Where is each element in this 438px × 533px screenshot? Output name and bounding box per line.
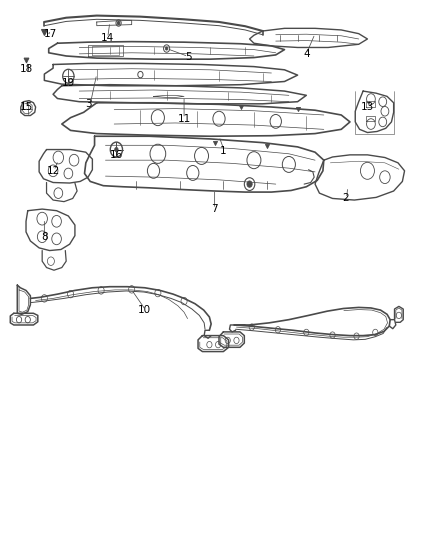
Text: 4: 4	[303, 49, 310, 59]
Text: 12: 12	[46, 166, 60, 176]
Text: 13: 13	[361, 102, 374, 112]
Text: 17: 17	[44, 29, 57, 39]
Text: 7: 7	[211, 204, 218, 214]
Circle shape	[165, 47, 168, 50]
Text: 15: 15	[19, 102, 33, 112]
Text: 19: 19	[62, 78, 75, 88]
Text: 1: 1	[220, 146, 227, 156]
Circle shape	[247, 181, 252, 187]
Text: 11: 11	[177, 114, 191, 124]
Circle shape	[117, 21, 120, 25]
Text: 18: 18	[19, 64, 33, 74]
Circle shape	[115, 148, 118, 152]
Text: 5: 5	[185, 52, 192, 61]
Text: 3: 3	[85, 99, 92, 109]
Text: 14: 14	[101, 33, 114, 43]
Text: 10: 10	[138, 305, 152, 315]
Text: 8: 8	[41, 232, 48, 243]
Text: 2: 2	[343, 193, 349, 204]
Text: 16: 16	[110, 150, 123, 160]
